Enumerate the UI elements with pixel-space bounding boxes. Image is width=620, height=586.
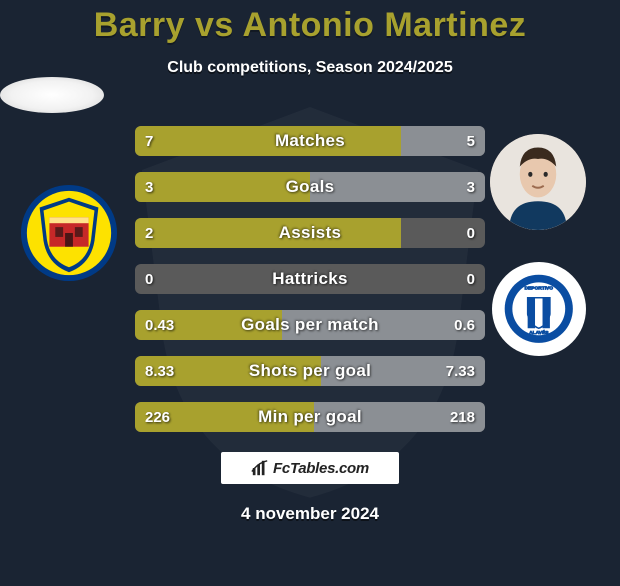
stat-value-right: 7.33	[436, 356, 485, 386]
stat-value-left: 0.43	[135, 310, 184, 340]
stat-value-left: 3	[135, 172, 163, 202]
club-left-crest	[20, 184, 118, 282]
stat-row: Goals3 3	[135, 172, 485, 202]
stat-value-right: 3	[457, 172, 485, 202]
stat-label: Goals	[135, 172, 485, 202]
stat-row: Shots per goal8.33 7.33	[135, 356, 485, 386]
stat-value-left: 8.33	[135, 356, 184, 386]
stat-row: Matches7 5	[135, 126, 485, 156]
stat-row: Hattricks0 0	[135, 264, 485, 294]
stat-label: Min per goal	[135, 402, 485, 432]
stat-row: Goals per match0.43 0.6	[135, 310, 485, 340]
stat-label: Assists	[135, 218, 485, 248]
stat-row: Assists2 0	[135, 218, 485, 248]
stat-label: Goals per match	[135, 310, 485, 340]
stat-value-left: 7	[135, 126, 163, 156]
stats-chart: Matches75Goals33Assists20Hattricks00Goal…	[135, 126, 485, 448]
svg-text:DEPORTIVO: DEPORTIVO	[525, 286, 554, 292]
stat-value-left: 0	[135, 264, 163, 294]
stat-value-right: 0	[457, 264, 485, 294]
player-right-avatar	[490, 134, 586, 230]
stat-value-right: 0	[457, 218, 485, 248]
page-title: Barry vs Antonio Martinez	[0, 6, 620, 45]
watermark-text: FcTables.com	[273, 460, 369, 477]
bar-chart-icon	[251, 459, 269, 477]
watermark: FcTables.com	[221, 452, 399, 484]
stat-label: Hattricks	[135, 264, 485, 294]
date-text: 4 november 2024	[0, 504, 620, 524]
club-right-crest: DEPORTIVO ALAVÉS	[492, 262, 586, 356]
stat-value-right: 0.6	[444, 310, 485, 340]
subtitle: Club competitions, Season 2024/2025	[0, 59, 620, 77]
stat-label: Shots per goal	[135, 356, 485, 386]
stat-row: Min per goal226 218	[135, 402, 485, 432]
stat-value-left: 226	[135, 402, 180, 432]
player-left-avatar	[0, 77, 104, 113]
stat-value-left: 2	[135, 218, 163, 248]
stat-value-right: 218	[440, 402, 485, 432]
stat-label: Matches	[135, 126, 485, 156]
stat-value-right: 5	[457, 126, 485, 156]
